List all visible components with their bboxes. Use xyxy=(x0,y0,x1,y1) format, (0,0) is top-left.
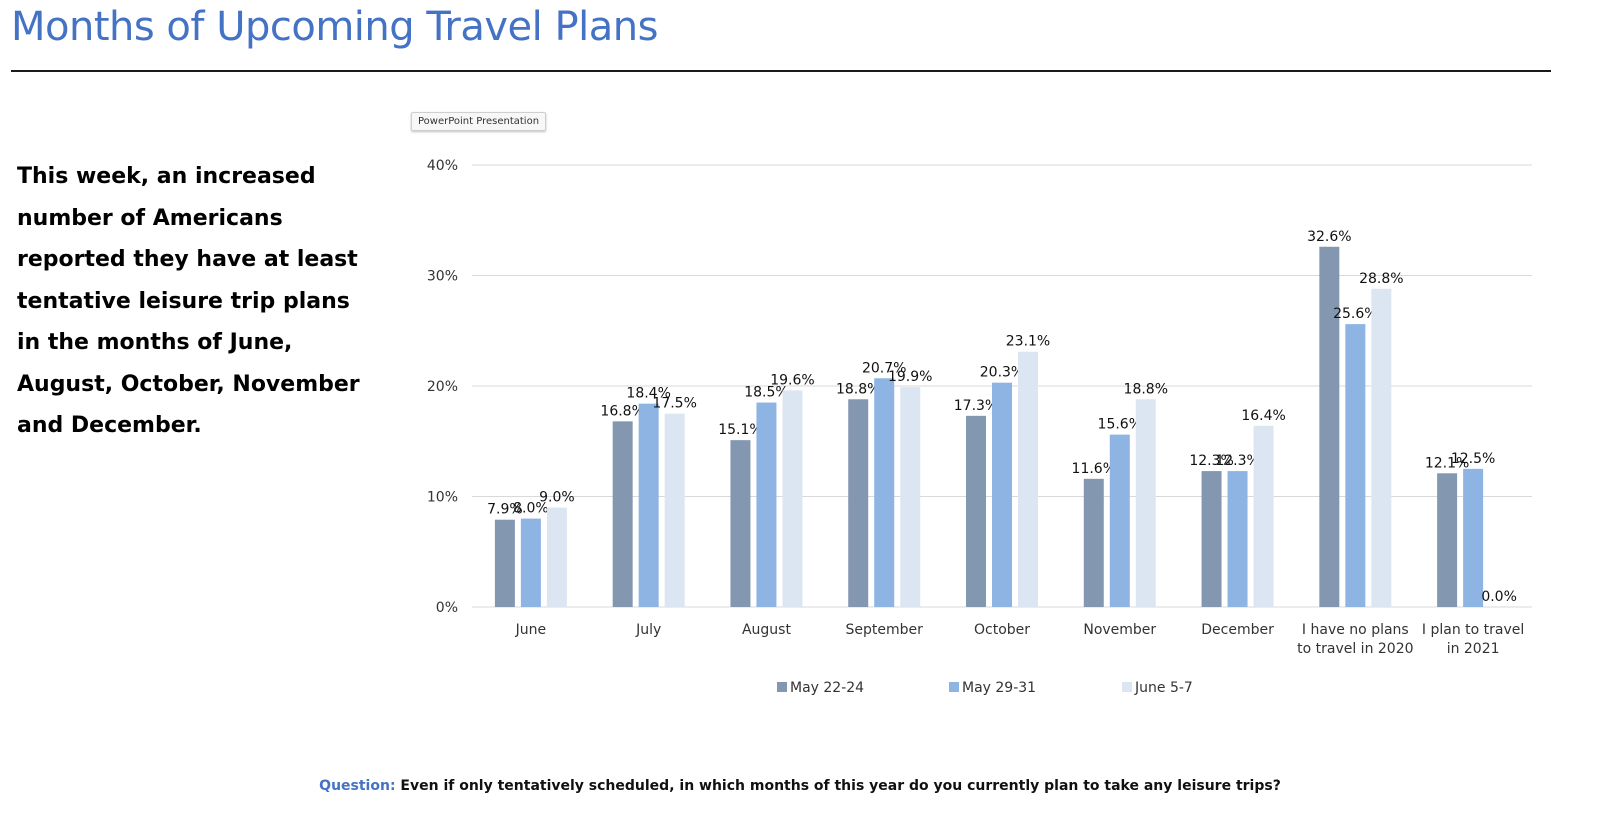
y-tick-label: 10% xyxy=(427,490,458,506)
bar xyxy=(900,387,921,607)
y-tick-label: 40% xyxy=(427,158,458,174)
bar xyxy=(494,519,515,607)
data-label: 28.8% xyxy=(1359,271,1403,287)
data-label: 18.8% xyxy=(1124,381,1168,397)
data-label: 15.6% xyxy=(1098,417,1142,433)
summary-text: This week, an increased number of Americ… xyxy=(17,164,360,438)
data-label: 18.4% xyxy=(626,386,670,402)
x-tick-label: August xyxy=(742,622,792,638)
title-divider xyxy=(11,70,1551,72)
data-label: 16.8% xyxy=(600,403,644,419)
data-label: 32.6% xyxy=(1307,229,1351,245)
question-label: Question: xyxy=(319,778,396,794)
bar xyxy=(1463,468,1484,607)
bar xyxy=(1083,478,1104,607)
data-label: 9.0% xyxy=(539,490,575,506)
data-label: 18.5% xyxy=(744,385,788,401)
data-label: 12.1% xyxy=(1425,455,1469,471)
data-label: 20.7% xyxy=(862,360,906,376)
legend-swatch xyxy=(777,682,787,692)
question-footer: Question: Even if only tentatively sched… xyxy=(0,778,1600,794)
legend-label: May 29-31 xyxy=(962,680,1036,696)
data-label: 0.0% xyxy=(1481,589,1517,605)
x-tick-label: September xyxy=(846,622,924,638)
bar xyxy=(966,415,986,607)
x-tick-label: July xyxy=(635,622,661,638)
bar xyxy=(1319,246,1340,607)
data-label: 19.9% xyxy=(888,369,932,385)
data-label: 15.1% xyxy=(718,422,762,438)
bar xyxy=(638,403,659,607)
x-tick-label: I have no plans xyxy=(1302,622,1409,638)
bar xyxy=(756,402,777,607)
x-tick-label: November xyxy=(1083,622,1156,638)
data-label: 17.3% xyxy=(954,398,998,414)
bar xyxy=(874,378,895,607)
bar xyxy=(1345,324,1366,607)
y-tick-label: 20% xyxy=(427,379,458,395)
question-text: Even if only tentatively scheduled, in w… xyxy=(400,778,1281,794)
bar xyxy=(848,399,869,607)
bar xyxy=(1371,288,1392,607)
legend-label: June 5-7 xyxy=(1134,680,1193,696)
data-label: 19.6% xyxy=(770,372,814,388)
data-label: 20.3% xyxy=(980,365,1024,381)
x-tick-label: October xyxy=(974,622,1030,638)
data-label: 12.5% xyxy=(1451,451,1495,467)
data-label: 18.8% xyxy=(836,381,880,397)
bar xyxy=(664,413,685,607)
data-label: 23.1% xyxy=(1006,334,1050,350)
bar xyxy=(1253,425,1274,607)
bar xyxy=(782,390,803,607)
data-label: 11.6% xyxy=(1072,461,1116,477)
bar xyxy=(1135,399,1156,607)
legend-swatch xyxy=(1122,682,1132,692)
bar xyxy=(1437,473,1458,607)
x-tick-label: December xyxy=(1201,622,1274,638)
legend-swatch xyxy=(949,682,959,692)
x-tick-label: in 2021 xyxy=(1447,641,1500,657)
tooltip: PowerPoint Presentation xyxy=(411,112,547,131)
legend-label: May 22-24 xyxy=(790,680,864,696)
data-label: 25.6% xyxy=(1333,306,1377,322)
x-tick-label: June xyxy=(515,622,547,638)
x-tick-label: to travel in 2020 xyxy=(1297,641,1413,657)
bar-chart: 0% 10% 20% 30% 40% 7.9%8.0%9.0% June 16.8%18.4%… xyxy=(427,158,1532,696)
x-tick-label: I plan to travel xyxy=(1422,622,1524,638)
data-label: 12.3% xyxy=(1189,453,1233,469)
bar xyxy=(1109,434,1130,607)
bar xyxy=(1201,471,1222,607)
bar xyxy=(546,507,567,607)
data-label: 16.4% xyxy=(1241,408,1285,424)
bar xyxy=(1018,351,1038,607)
bar xyxy=(520,518,541,607)
bar xyxy=(992,382,1012,607)
data-label: 7.9% xyxy=(487,502,523,518)
bar xyxy=(612,421,633,607)
data-label: 8.0% xyxy=(513,501,549,517)
y-tick-label: 30% xyxy=(427,269,458,285)
data-label: 17.5% xyxy=(652,396,696,412)
bar xyxy=(1227,471,1248,607)
page-title: Months of Upcoming Travel Plans xyxy=(11,4,658,50)
bar xyxy=(730,440,751,607)
data-label: 12.3% xyxy=(1215,453,1259,469)
y-tick-label: 0% xyxy=(436,600,458,616)
